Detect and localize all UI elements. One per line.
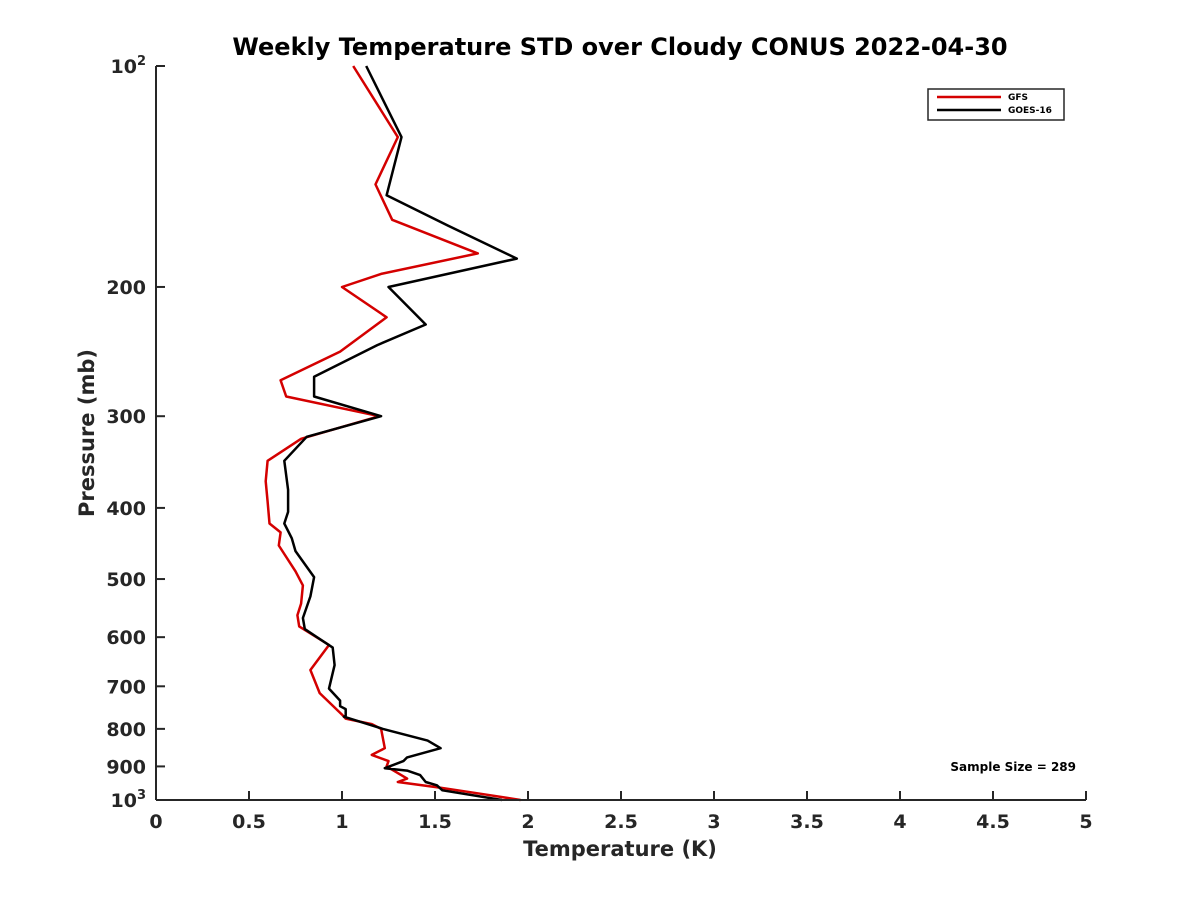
x-tick-label: 2.5: [604, 811, 638, 833]
x-tick-label: 3: [707, 811, 720, 833]
x-tick-label: 1: [335, 811, 348, 833]
legend-box: [927, 88, 1065, 121]
legend: GFS GOES-16: [927, 88, 1065, 121]
y-tick-label: 400: [106, 498, 146, 520]
y-tick-label: 500: [106, 569, 146, 591]
legend-label-goes16: GOES-16: [1008, 106, 1052, 116]
y-axis-label: Pressure (mb): [75, 349, 99, 517]
x-tick-label: 2: [521, 811, 534, 833]
y-tick-label: 800: [106, 719, 146, 741]
y-tick-label: 102: [111, 54, 147, 78]
x-axis-ticks: 0 0.5 1 1.5 2 2.5 3 3.5 4 4.5 5: [149, 791, 1093, 833]
y-axis-ticks: 102 200 300 400 500 600 700 800 900 103: [106, 54, 165, 812]
legend-label-gfs: GFS: [1008, 93, 1028, 103]
plot-area: [264, 65, 521, 802]
x-tick-label: 3.5: [790, 811, 824, 833]
y-tick-label: 200: [106, 277, 146, 299]
series-line-goes16: [283, 65, 519, 802]
x-tick-label: 0.5: [232, 811, 266, 833]
series-line-gfs: [264, 65, 521, 802]
y-tick-label: 900: [106, 756, 146, 778]
sample-size-annotation: Sample Size = 289: [950, 760, 1076, 774]
y-tick-label: 600: [106, 627, 146, 649]
x-tick-label: 4.5: [976, 811, 1010, 833]
chart-title: Weekly Temperature STD over Cloudy CONUS…: [232, 33, 1007, 61]
y-tick-label: 700: [106, 676, 146, 698]
x-axis-label: Temperature (K): [523, 837, 717, 861]
x-tick-label: 1.5: [418, 811, 452, 833]
x-tick-label: 0: [149, 811, 162, 833]
axes: [155, 66, 1086, 801]
y-tick-label: 300: [106, 406, 146, 428]
x-tick-label: 4: [893, 811, 906, 833]
x-tick-label: 5: [1079, 811, 1092, 833]
y-tick-label: 103: [111, 788, 147, 812]
